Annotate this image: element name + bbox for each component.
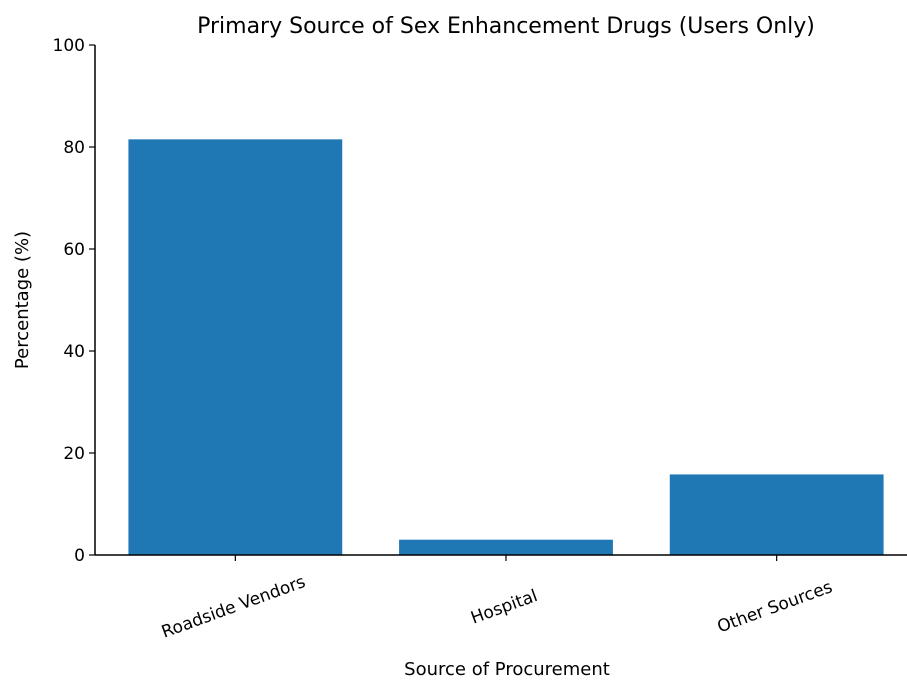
chart-title: Primary Source of Sex Enhancement Drugs … <box>197 14 815 39</box>
bar-roadside-vendors <box>128 139 343 555</box>
y-tick-label: 20 <box>63 444 85 464</box>
x-axis-label: Source of Procurement <box>404 659 610 680</box>
y-tick-label: 60 <box>63 240 85 260</box>
y-tick-label: 40 <box>63 342 85 362</box>
bar-other-sources <box>669 474 884 555</box>
x-axis-ticks: Roadside Vendors Hospital Other Sources <box>159 555 835 643</box>
y-tick-label: 100 <box>53 36 85 56</box>
x-tick-label: Roadside Vendors <box>159 572 308 643</box>
x-tick-label: Hospital <box>468 586 540 629</box>
x-tick-label: Other Sources <box>715 577 836 637</box>
bar-hospital <box>399 539 613 555</box>
y-axis-ticks: 0 20 40 60 80 100 <box>53 36 95 566</box>
bars-group <box>128 139 884 555</box>
y-tick-label: 0 <box>74 546 85 566</box>
y-axis-label: Percentage (%) <box>12 231 33 369</box>
y-tick-label: 80 <box>63 138 85 158</box>
